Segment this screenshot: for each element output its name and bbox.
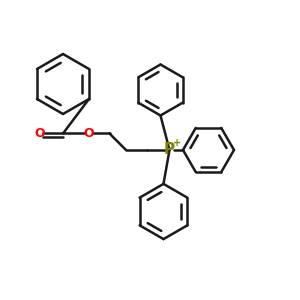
Text: P: P (164, 142, 175, 158)
Text: O: O (83, 127, 94, 140)
Text: +: + (173, 137, 181, 148)
Text: O: O (34, 127, 45, 140)
